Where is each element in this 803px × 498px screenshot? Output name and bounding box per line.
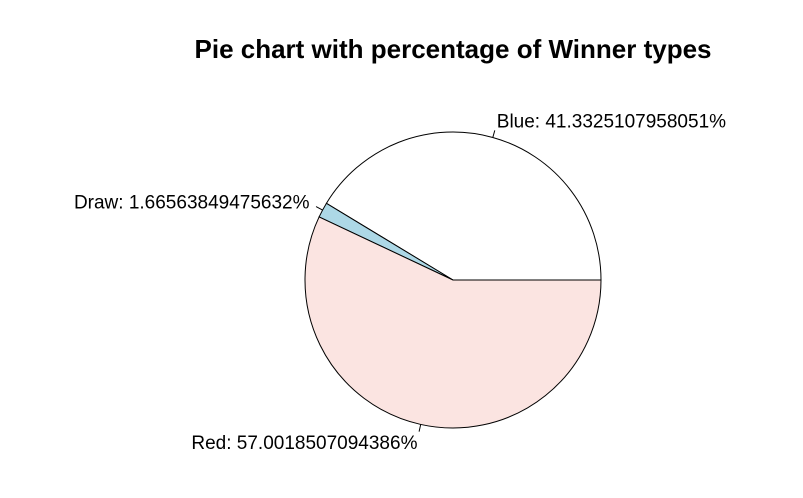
leader-line-draw	[315, 206, 323, 211]
chart-title: Pie chart with percentage of Winner type…	[194, 34, 712, 64]
leader-line-blue	[492, 130, 496, 138]
slice-label-draw: Draw: 1.66563849475632%	[74, 193, 310, 214]
pie-slice-red	[304, 216, 602, 429]
pie-slice-blue	[325, 131, 602, 281]
slice-label-blue: Blue: 41.3325107958051%	[497, 111, 726, 132]
leader-line-red	[418, 424, 422, 432]
leader-lines-layer	[315, 130, 496, 432]
slice-labels-layer: Blue: 41.3325107958051% Draw: 1.665638494…	[74, 111, 726, 453]
slice-label-red: Red: 57.0018507094386%	[191, 433, 417, 454]
slices-layer	[304, 131, 602, 429]
